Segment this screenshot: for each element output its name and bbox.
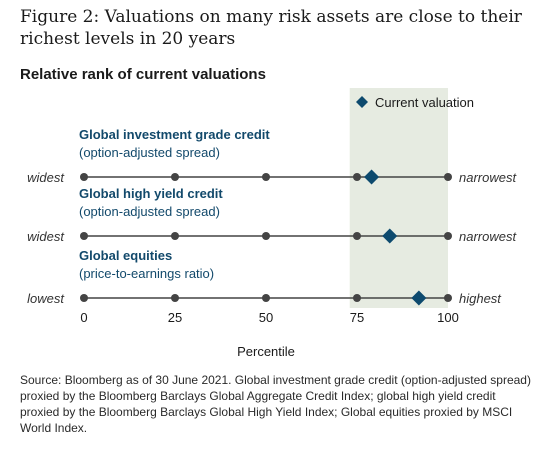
left-label: widest [27, 229, 65, 244]
tick-dot [171, 173, 179, 181]
tick-dot [171, 232, 179, 240]
x-axis-label: Percentile [237, 344, 295, 359]
tick-dot [80, 294, 88, 302]
current-valuation-marker [382, 228, 398, 244]
chart-title: Relative rank of current valuations [20, 66, 266, 83]
tick-dot [353, 173, 361, 181]
tick-dot [444, 173, 452, 181]
x-tick-label: 100 [437, 310, 459, 325]
tick-dot [262, 232, 270, 240]
tick-dot [262, 173, 270, 181]
tick-dot [80, 232, 88, 240]
tick-dot [353, 232, 361, 240]
right-label: narrowest [459, 229, 517, 244]
tick-dot [444, 294, 452, 302]
shaded-range [349, 88, 448, 308]
x-tick-label: 75 [350, 310, 364, 325]
figure-title: Figure 2: Valuations on many risk assets… [20, 7, 522, 49]
x-tick-label: 50 [259, 310, 273, 325]
series-sublabel: (option-adjusted spread) [79, 204, 220, 219]
tick-dot [353, 294, 361, 302]
tick-dot [80, 173, 88, 181]
valuation-chart: Current valuation Global investment grade… [27, 88, 517, 359]
right-label: narrowest [459, 170, 517, 185]
current-valuation-marker [364, 169, 380, 185]
series-name: Global equities [79, 248, 172, 263]
series-sublabel: (option-adjusted spread) [79, 145, 220, 160]
x-tick-label: 0 [80, 310, 87, 325]
series-sublabel: (price-to-earnings ratio) [79, 266, 214, 281]
tick-dot [171, 294, 179, 302]
tick-dot [262, 294, 270, 302]
right-label: highest [459, 291, 502, 306]
x-tick-label: 25 [168, 310, 182, 325]
left-label: lowest [27, 291, 65, 306]
legend-label: Current valuation [375, 95, 474, 110]
series-name: Global high yield credit [79, 186, 223, 201]
current-valuation-marker [411, 290, 427, 306]
legend-diamond-icon [356, 96, 368, 108]
left-label: widest [27, 170, 65, 185]
series-name: Global investment grade credit [79, 127, 270, 142]
source-note: Source: Bloomberg as of 30 June 2021. Gl… [20, 373, 531, 435]
tick-dot [444, 232, 452, 240]
